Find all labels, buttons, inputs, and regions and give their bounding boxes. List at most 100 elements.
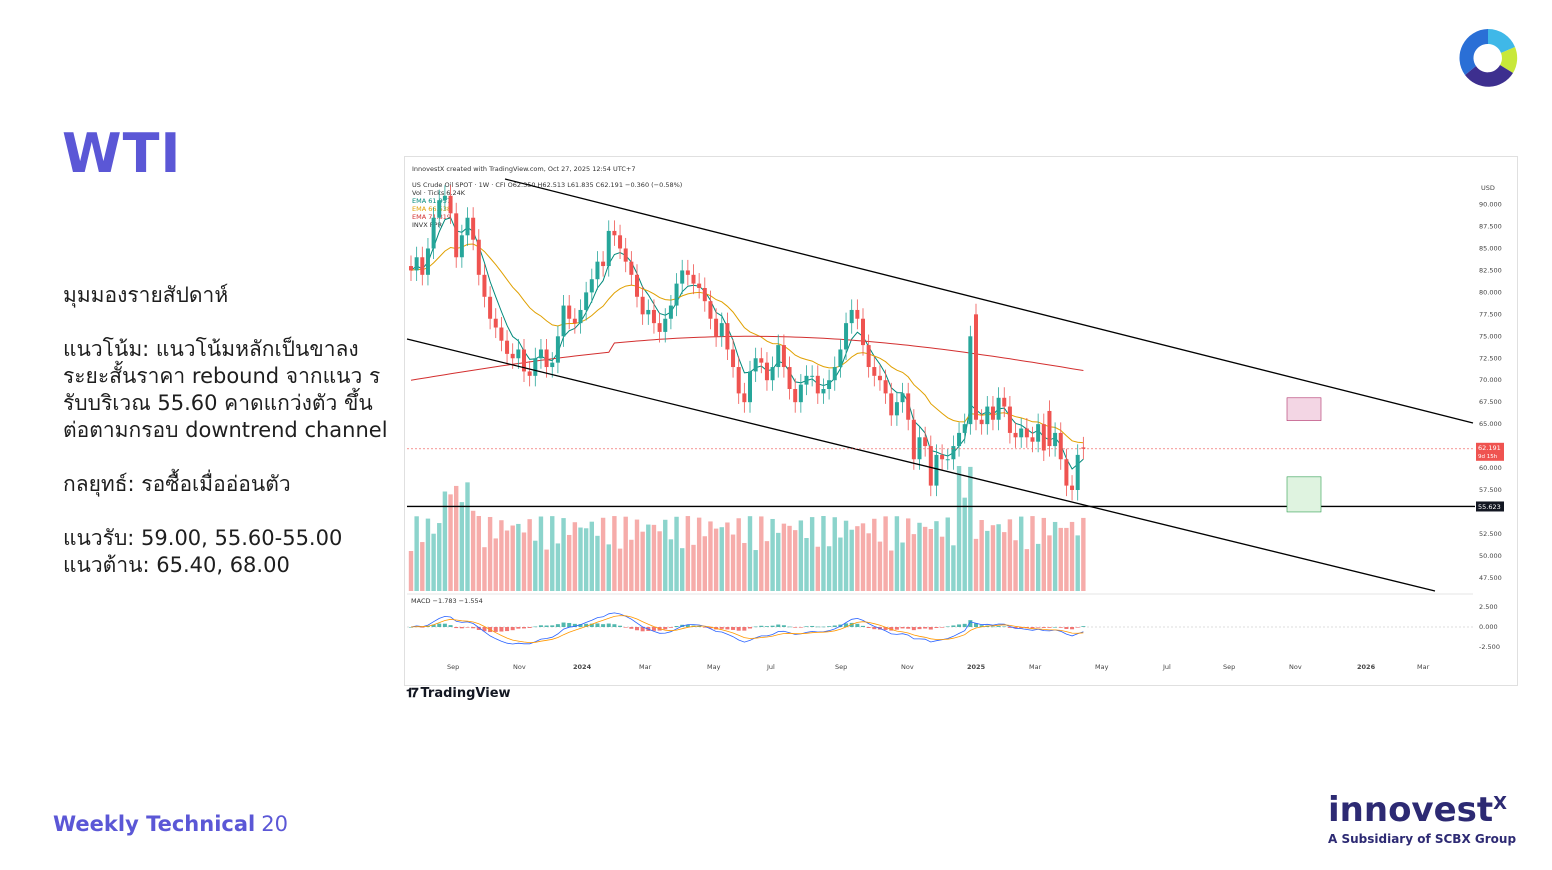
time-tick-label: May — [1095, 663, 1109, 671]
macd-histogram-bar — [815, 626, 820, 628]
macd-histogram-bar — [685, 624, 690, 627]
candle-body — [601, 261, 606, 267]
volume-bar — [804, 538, 809, 591]
candle-body — [448, 195, 453, 214]
macd-histogram-bar — [1013, 627, 1018, 629]
macd-histogram-bar — [437, 623, 442, 627]
tradingview-label: TradingView — [420, 686, 511, 701]
candle-body — [544, 349, 549, 368]
macd-signal-line — [410, 615, 1084, 644]
volume-bar — [685, 516, 691, 591]
macd-histogram-bar — [1002, 626, 1007, 628]
macd-histogram-bar — [493, 627, 498, 632]
macd-histogram-bar — [1047, 627, 1052, 628]
candle-body — [1024, 428, 1029, 438]
time-tick-label: Mar — [639, 663, 652, 671]
candle-body — [459, 235, 464, 258]
macd-histogram-bar — [522, 627, 526, 629]
volume-bar — [962, 497, 967, 591]
candle-body — [668, 305, 673, 319]
candle-body — [516, 349, 521, 359]
macd-histogram-bar — [499, 627, 504, 632]
macd-histogram-bar — [844, 623, 849, 627]
candle-body — [651, 309, 656, 324]
macd-histogram-bar — [578, 624, 583, 627]
volume-bar — [1002, 532, 1007, 591]
macd-histogram-bar — [725, 627, 730, 630]
price-tick-label: 80.000 — [1479, 288, 1502, 296]
candle-body — [776, 345, 781, 368]
volume-bar — [725, 522, 730, 591]
volume-bar — [855, 526, 860, 591]
macd-histogram-bar — [748, 627, 752, 629]
volume-bar — [928, 529, 933, 591]
volume-bar — [934, 521, 939, 591]
macd-histogram-bar — [465, 627, 470, 628]
candle-body — [832, 367, 837, 381]
tradingview-logo: 𝟏𝟕 TradingView — [406, 686, 511, 701]
candle-body — [1036, 424, 1041, 442]
volume-bar — [832, 517, 837, 591]
candle-body — [697, 283, 702, 288]
volume-bar — [826, 546, 832, 591]
candle-body — [821, 389, 826, 394]
candle-body — [623, 248, 628, 262]
time-tick-label: 2026 — [1357, 663, 1376, 671]
ema-fast-line — [410, 216, 1084, 470]
macd-histogram-bar — [431, 624, 436, 627]
candle-body — [877, 375, 882, 381]
volume-bar — [691, 544, 696, 591]
macd-histogram-bar — [1007, 627, 1012, 628]
candle-body — [437, 200, 442, 218]
candle-body — [985, 406, 990, 425]
footer-label: Weekly Technical — [53, 812, 256, 836]
volume-bar — [798, 520, 804, 591]
macd-histogram-bar — [629, 627, 634, 629]
price-tick-label: 87.500 — [1479, 223, 1502, 231]
macd-label: MACD −1.783 −1.554 — [411, 597, 483, 605]
volume-bar — [1075, 535, 1080, 591]
macd-histogram-bar — [798, 627, 803, 628]
price-tick-label: 47.500 — [1479, 574, 1502, 582]
macd-histogram-bar — [584, 623, 589, 627]
candle-body — [488, 296, 493, 319]
candle-body — [476, 239, 481, 275]
candle-body — [861, 318, 865, 346]
candle-body — [951, 446, 956, 460]
macd-histogram-bar — [663, 627, 668, 630]
macd-histogram-bar — [940, 627, 945, 628]
candle-body — [708, 301, 713, 319]
volume-bar — [465, 482, 470, 591]
macd-histogram-bar — [635, 627, 639, 631]
macd-histogram-bar — [1030, 627, 1035, 629]
macd-histogram-bar — [804, 626, 809, 627]
macd-histogram-bar — [719, 627, 724, 629]
candle-body — [810, 375, 815, 377]
candle-body — [1013, 432, 1018, 438]
volume-bar — [640, 531, 645, 591]
symbol-line: US Crude Oil SPOT · 1W · CFI O62.350 H62… — [412, 181, 683, 189]
volume-bar — [956, 466, 962, 591]
candle-body — [889, 393, 894, 416]
channel-lower-line — [406, 338, 1436, 592]
volume-bar — [719, 527, 724, 591]
candle-body — [578, 309, 583, 324]
chart-legend: US Crude Oil SPOT · 1W · CFI O62.350 H62… — [412, 181, 682, 229]
candle-body — [499, 327, 504, 341]
volume-bar — [657, 531, 662, 591]
volume-bar — [521, 532, 527, 591]
volume-bar — [872, 518, 877, 591]
page-number: 20 — [261, 812, 288, 836]
volume-bar — [425, 518, 431, 591]
candle-body — [465, 217, 470, 236]
time-tick-label: Jul — [766, 663, 775, 671]
candle-body — [505, 340, 510, 354]
macd-histogram-bar — [951, 625, 956, 627]
macd-histogram-bar — [674, 626, 679, 627]
candle-body — [612, 230, 617, 236]
volume-bar — [1069, 521, 1075, 591]
macd-histogram-bar — [906, 627, 911, 629]
volume-bar — [448, 494, 453, 591]
volume-bar — [922, 526, 928, 591]
candle-body — [550, 362, 555, 368]
